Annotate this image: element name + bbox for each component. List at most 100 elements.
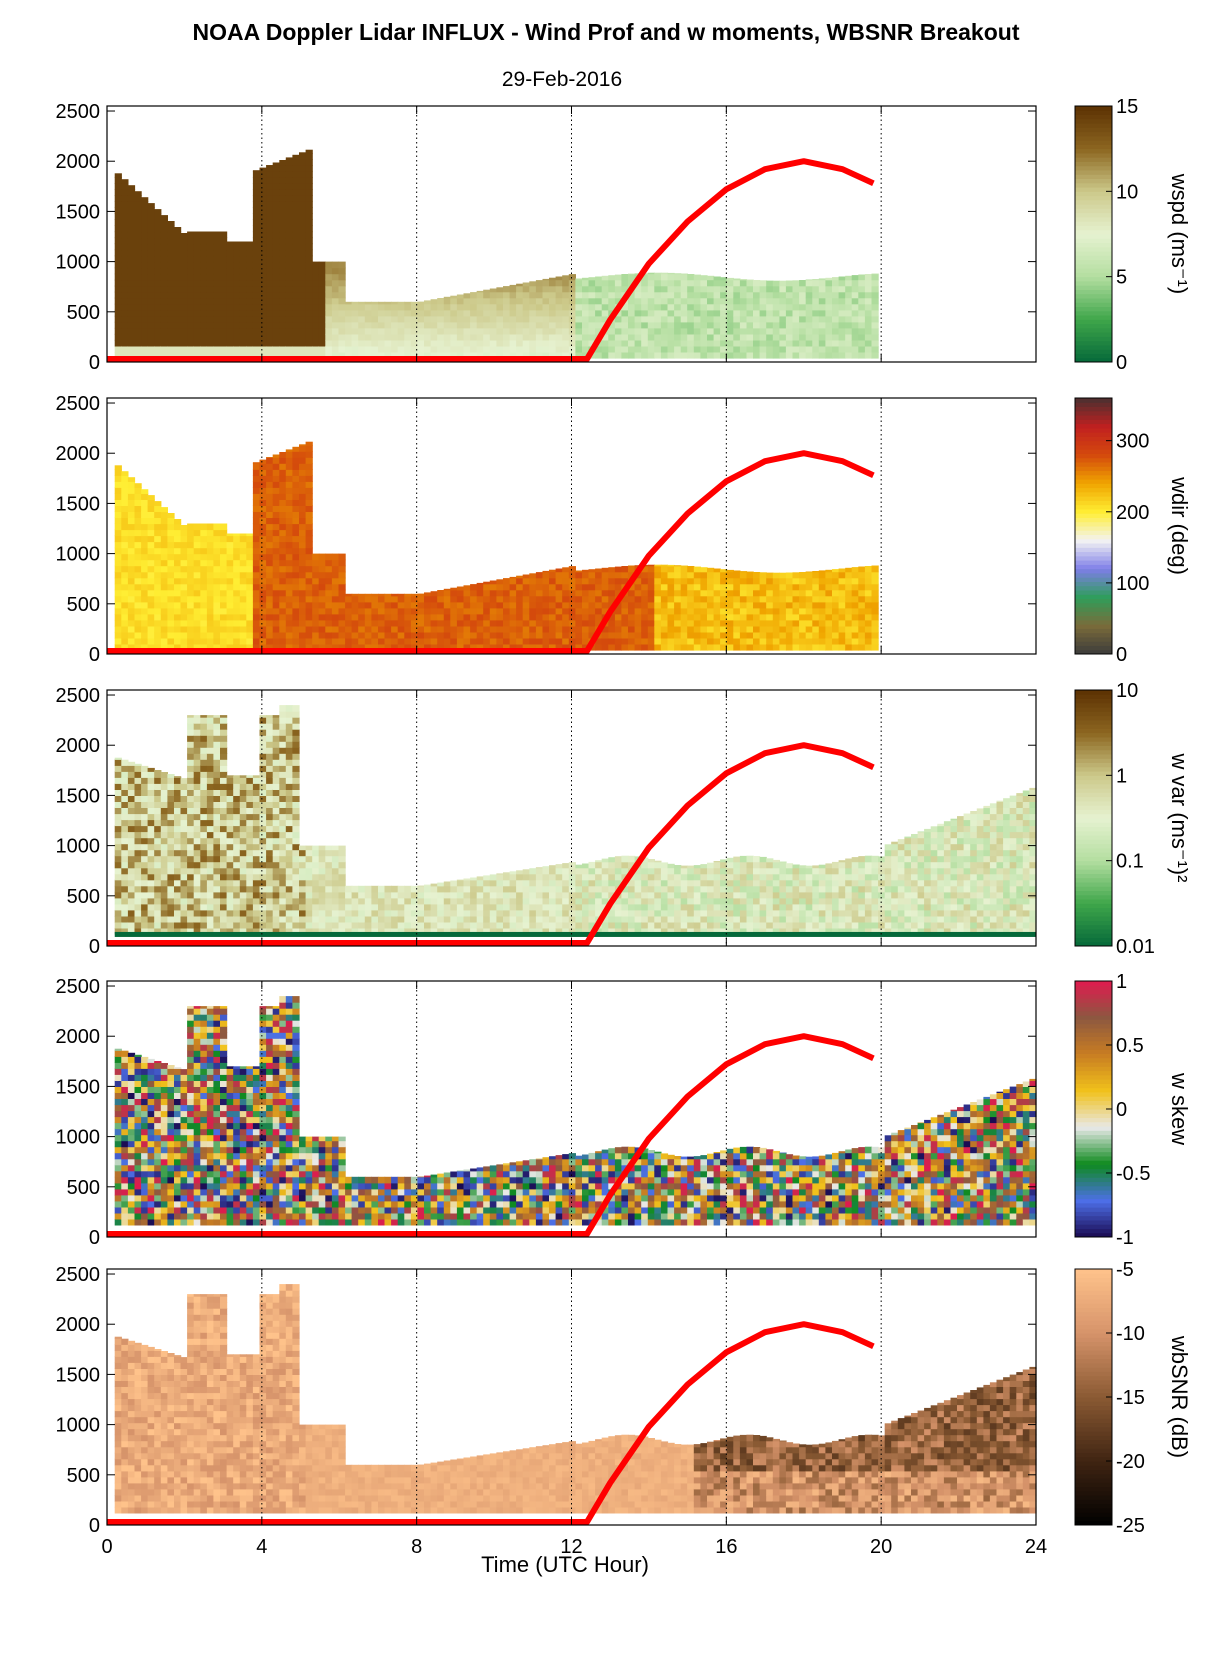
heatmap-cell — [430, 927, 438, 935]
heatmap-cell — [134, 855, 142, 863]
heatmap-cell — [141, 297, 149, 305]
heatmap-cell — [279, 583, 287, 591]
heatmap-cell — [114, 309, 122, 317]
heatmap-cell — [233, 843, 241, 851]
heatmap-cell — [674, 273, 682, 275]
heatmap-cell — [200, 285, 208, 293]
heatmap-cell — [364, 897, 372, 905]
heatmap-cell — [693, 333, 701, 341]
heatmap-cell — [114, 529, 122, 537]
heatmap-cell — [147, 505, 155, 512]
heatmap-cell — [693, 352, 701, 359]
heatmap-cell — [305, 481, 313, 488]
heatmap-cell — [220, 867, 228, 875]
heatmap-cell — [239, 571, 247, 579]
heatmap-cell — [720, 309, 728, 317]
heatmap-cell — [127, 327, 136, 335]
heatmap-cell — [417, 915, 425, 923]
heatmap-cell — [759, 644, 767, 651]
heatmap-cell — [318, 867, 326, 875]
heatmap-cell — [292, 631, 300, 639]
heatmap-cell — [299, 583, 307, 591]
heatmap-cell — [660, 565, 669, 573]
heatmap-cell — [535, 327, 544, 335]
heatmap-cell — [575, 291, 583, 299]
heatmap-cell — [299, 529, 307, 537]
heatmap-cell — [430, 619, 438, 627]
heatmap-cell — [114, 517, 122, 525]
heatmap-cell — [634, 309, 642, 317]
heatmap-cell — [121, 644, 129, 651]
heatmap-cell — [391, 637, 399, 645]
heatmap-cell — [384, 637, 392, 645]
heatmap-cell — [812, 583, 820, 591]
heatmap-cell — [687, 321, 695, 329]
heatmap-cell — [739, 333, 748, 341]
heatmap-cell — [160, 825, 168, 833]
heatmap-cell — [147, 619, 155, 627]
heatmap-cell — [483, 613, 491, 621]
heatmap-cell — [279, 499, 287, 506]
heatmap-cell — [279, 861, 287, 869]
heatmap-cell — [450, 309, 458, 317]
heatmap-cell — [266, 165, 274, 166]
heatmap-cell — [707, 637, 715, 645]
heatmap-cell — [391, 613, 399, 621]
heatmap-cell — [141, 273, 149, 281]
heatmap-cell — [687, 339, 695, 347]
heatmap-cell — [147, 861, 155, 869]
heatmap-cell — [667, 345, 675, 353]
heatmap-cell — [489, 637, 497, 645]
heatmap-cell — [266, 475, 274, 482]
heatmap-cell — [582, 345, 590, 353]
heatmap-cell — [707, 567, 715, 573]
heatmap-cell — [266, 279, 274, 287]
heatmap-cell — [588, 619, 596, 627]
heatmap-cell — [351, 352, 359, 359]
heatmap-cell — [851, 303, 859, 311]
heatmap-cell — [226, 801, 234, 808]
heatmap-cell — [252, 861, 261, 869]
heatmap-cell — [792, 297, 800, 305]
heatmap-cell — [285, 637, 293, 645]
heatmap-cell — [272, 499, 280, 506]
heatmap-cell — [851, 625, 859, 633]
heatmap-cell — [200, 909, 208, 917]
heatmap-cell — [371, 595, 379, 603]
heatmap-cell — [443, 296, 451, 299]
heatmap-cell — [213, 837, 221, 845]
heatmap-cell — [713, 279, 721, 287]
heatmap-cell — [391, 921, 399, 929]
heatmap-cell — [634, 565, 642, 567]
heatmap-cell — [325, 352, 333, 359]
heatmap-cell — [187, 297, 195, 305]
heatmap-cell — [424, 644, 432, 651]
heatmap-cell — [595, 285, 603, 293]
heatmap-cell — [233, 644, 241, 651]
heatmap-cell — [746, 327, 754, 335]
heatmap-cell — [259, 927, 267, 935]
heatmap-cell — [200, 927, 208, 935]
heatmap-cell — [660, 309, 669, 317]
heatmap-cell — [160, 619, 168, 627]
heatmap-cell — [746, 303, 754, 311]
heatmap-cell — [299, 867, 307, 875]
heatmap-cell — [397, 897, 405, 905]
heatmap-cell — [345, 885, 353, 893]
heatmap-cell — [187, 352, 195, 359]
heatmap-cell — [187, 717, 195, 724]
heatmap-cell — [568, 309, 576, 317]
heatmap-cell — [134, 909, 142, 917]
heatmap-cell — [206, 352, 215, 359]
heatmap-cell — [200, 885, 208, 893]
heatmap-cell — [818, 637, 826, 645]
heatmap-cell — [134, 644, 142, 651]
heatmap-cell — [266, 207, 274, 214]
heatmap-cell — [312, 867, 320, 875]
heatmap-cell — [450, 595, 458, 603]
heatmap-cell — [252, 637, 261, 645]
heatmap-cell — [825, 625, 833, 633]
heatmap-cell — [746, 352, 754, 359]
heatmap-cell — [509, 607, 517, 615]
heatmap-cell — [233, 297, 241, 305]
